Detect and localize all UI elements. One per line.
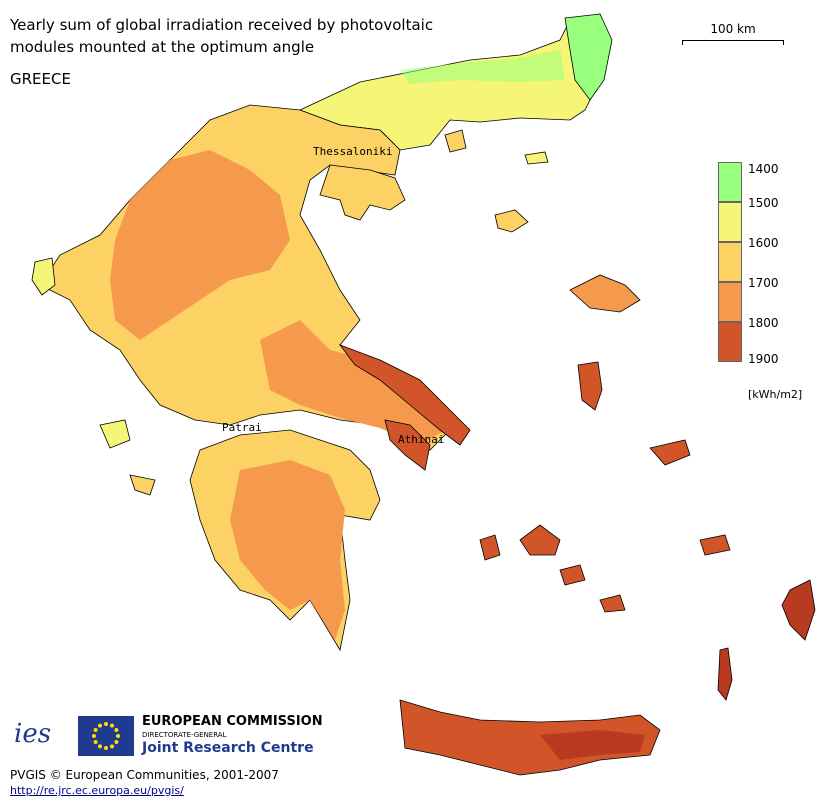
region-chios	[577, 361, 603, 411]
ies-logo: ies	[14, 719, 51, 749]
legend-swatch-5	[718, 322, 742, 362]
legend-unit: [kWh/m2]	[748, 388, 803, 401]
region-central-orange	[260, 320, 445, 445]
region-zakynthos	[129, 474, 156, 496]
ec-name: EUROPEAN COMMISSION	[142, 714, 323, 729]
region-cyclades-1	[519, 524, 561, 556]
region-cyclades-3	[559, 564, 586, 586]
scale-line	[682, 40, 784, 45]
region-peloponnese-orange	[230, 460, 345, 640]
city-patra: Patrai	[222, 421, 262, 434]
region-crete	[399, 699, 661, 776]
region-evia	[338, 344, 471, 446]
region-cyclades-4	[599, 594, 626, 613]
legend-swatch-3	[718, 242, 742, 282]
copyright: PVGIS © European Communities, 2001-2007	[10, 768, 279, 782]
region-attica	[384, 419, 431, 471]
region-chalkidiki	[319, 164, 406, 221]
region-thrace-green-strip	[400, 50, 565, 84]
region-thasos	[444, 129, 467, 153]
region-evros	[564, 13, 613, 101]
ies-text: ies	[14, 719, 51, 749]
country-label: GREECE	[10, 70, 71, 88]
city-thessaloniki: Thessaloniki	[313, 145, 392, 158]
legend-tick: 1700	[748, 276, 779, 290]
scale-label: 100 km	[710, 22, 756, 36]
legend-tick: 1800	[748, 316, 779, 330]
legend-swatch-4	[718, 282, 742, 322]
eu-flag-logo	[78, 716, 134, 756]
region-pindus-orange	[110, 150, 290, 340]
region-crete-east	[540, 730, 645, 760]
eu-stars-icon	[92, 722, 120, 750]
region-samos	[649, 439, 691, 466]
jrc-name: Joint Research Centre	[142, 740, 314, 756]
legend-tick: 1500	[748, 196, 779, 210]
region-samothraki	[524, 151, 549, 165]
region-rhodes	[781, 579, 816, 641]
legend-swatch-2	[718, 202, 742, 242]
region-dodecanese-1	[699, 534, 731, 556]
region-limnos	[494, 209, 529, 233]
region-kefalonia	[99, 419, 131, 449]
region-corfu	[31, 257, 56, 296]
region-cyclades-2	[479, 534, 501, 561]
scale-bar: 100 km	[682, 22, 784, 45]
legend-tick: 1900	[748, 352, 779, 366]
title-line-1: Yearly sum of global irradiation receive…	[10, 16, 434, 34]
legend-tick: 1600	[748, 236, 779, 250]
legend-tick: 1400	[748, 162, 779, 176]
region-lesvos	[569, 274, 641, 313]
legend-swatch-1	[718, 162, 742, 202]
region-karpathos	[717, 647, 733, 701]
city-athina: Athinai	[398, 433, 444, 446]
map-title: Yearly sum of global irradiation receive…	[10, 14, 433, 58]
pvgis-link[interactable]: http://re.jrc.ec.europa.eu/pvgis/	[10, 784, 184, 797]
title-line-2: modules mounted at the optimum angle	[10, 38, 315, 56]
ec-directorate: DIRECTORATE-GENERAL	[142, 731, 227, 739]
